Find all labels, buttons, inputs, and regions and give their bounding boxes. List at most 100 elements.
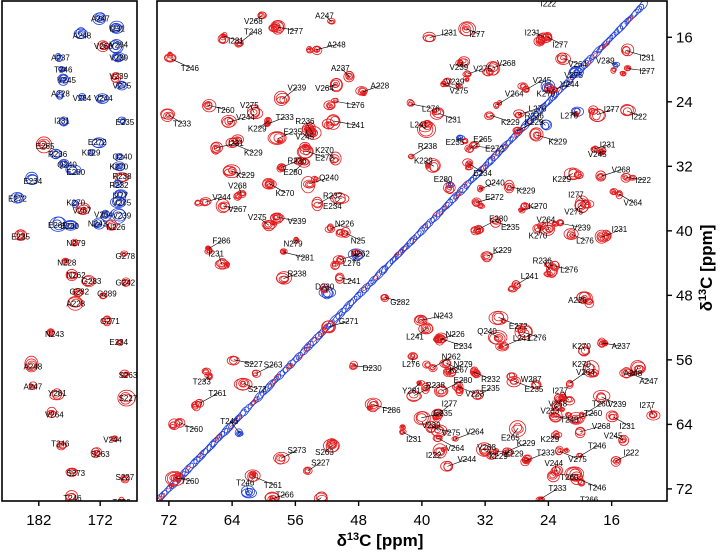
- peak-label: L276: [343, 259, 361, 268]
- label-leader-line: [252, 475, 274, 486]
- label-leader-line: [339, 277, 353, 282]
- peak-label: L276: [529, 104, 547, 113]
- contour-ring: [120, 499, 126, 501]
- label-leader-line: [332, 198, 341, 207]
- contour-ring: [268, 497, 276, 501]
- diagonal-contour: [364, 279, 374, 290]
- contour-ring: [462, 24, 471, 34]
- diagonal-contour: [394, 244, 408, 260]
- contour-ring: [113, 211, 123, 220]
- diagonal-contour: [456, 183, 468, 197]
- peak-label: V244: [103, 436, 122, 445]
- contour-ring: [579, 413, 585, 417]
- contour-ring: [320, 285, 328, 291]
- peak-label: S263: [119, 371, 138, 380]
- peak-label: K229: [414, 157, 433, 166]
- label-leader-line: [538, 226, 542, 236]
- label-leader-line: [574, 204, 582, 212]
- contour-ring: [441, 447, 445, 452]
- label-leader-line: [440, 338, 464, 347]
- contour-ring: [462, 71, 472, 78]
- label-leader-line: [305, 129, 308, 137]
- peak-label: E272: [485, 145, 504, 154]
- contour-ring: [592, 372, 597, 377]
- contour-ring: [419, 381, 422, 384]
- y-tick-label: 48: [676, 287, 693, 304]
- label-leader-line: [411, 382, 421, 391]
- label-leader-line: [455, 81, 460, 87]
- peak-label: V245: [533, 76, 552, 85]
- contour-ring: [117, 116, 127, 124]
- label-leader-line: [208, 240, 223, 249]
- label-leader-line: [208, 104, 227, 111]
- label-leader-line: [530, 379, 537, 386]
- peak-label: V275: [240, 101, 259, 110]
- contour-ring: [278, 164, 285, 172]
- diagonal-contour: [282, 362, 293, 374]
- contour-ring: [584, 298, 594, 305]
- y-tick-label: 32: [676, 158, 693, 175]
- label-leader-line: [421, 412, 444, 419]
- contour-ring: [327, 121, 333, 127]
- contour-ring: [464, 77, 468, 81]
- diagonal-contour: [635, 3, 645, 14]
- peak-label: T233: [193, 378, 212, 387]
- label-leader-line: [223, 205, 239, 210]
- peak-label: I231: [109, 24, 125, 33]
- contour-ring: [605, 232, 611, 237]
- contour-ring: [369, 405, 372, 409]
- contour-ring: [111, 23, 123, 32]
- contour-ring: [329, 154, 340, 163]
- contour-ring: [168, 418, 181, 430]
- contour-ring: [524, 88, 530, 92]
- contour-ring: [494, 103, 500, 109]
- peak-label: G271: [100, 317, 120, 326]
- contour-ring: [560, 408, 564, 412]
- peak-label: Q240: [112, 153, 132, 162]
- contour-ring: [96, 139, 104, 146]
- label-leader-line: [542, 260, 552, 272]
- contour-ring: [567, 412, 573, 417]
- contour-ring: [81, 275, 96, 288]
- label-leader-line: [570, 474, 575, 478]
- contour-ring: [70, 468, 76, 473]
- contour-ring: [476, 442, 493, 457]
- contour-ring: [509, 420, 527, 438]
- contour-ring: [549, 472, 556, 479]
- contour-ring: [611, 456, 622, 464]
- contour-ring: [346, 73, 352, 78]
- contour-ring: [302, 466, 313, 475]
- contour-ring: [109, 20, 125, 34]
- contour-ring: [589, 504, 596, 509]
- contour-ring: [605, 410, 619, 423]
- contour-ring: [576, 291, 591, 303]
- label-leader-line: [550, 406, 558, 411]
- label-leader-line: [552, 83, 571, 91]
- peak-label: N262: [442, 353, 462, 362]
- contour-ring: [464, 26, 468, 31]
- peak-label: E265: [48, 221, 67, 230]
- contour-ring: [544, 83, 555, 94]
- contour-ring: [370, 404, 375, 407]
- contour-ring: [422, 326, 429, 332]
- contour-ring: [596, 231, 608, 243]
- contour-ring: [84, 279, 93, 286]
- diagonal-contour: [592, 52, 598, 59]
- label-leader-line: [308, 177, 330, 185]
- contour-ring: [426, 121, 432, 126]
- peak-label: K229: [82, 149, 101, 158]
- contour-ring: [248, 473, 256, 479]
- label-leader-line: [437, 437, 456, 449]
- contour-ring: [493, 334, 504, 342]
- contour-ring: [252, 372, 258, 377]
- contour-ring: [117, 83, 124, 87]
- contour-ring: [608, 413, 616, 420]
- peak-label: A237: [51, 53, 70, 62]
- peak-label: T233: [548, 484, 567, 493]
- peak-label: D230: [363, 364, 383, 373]
- contour-ring: [529, 127, 544, 142]
- diagonal-contour: [348, 291, 362, 307]
- peak-label: E280: [489, 215, 508, 224]
- peak-label: L276: [560, 112, 578, 121]
